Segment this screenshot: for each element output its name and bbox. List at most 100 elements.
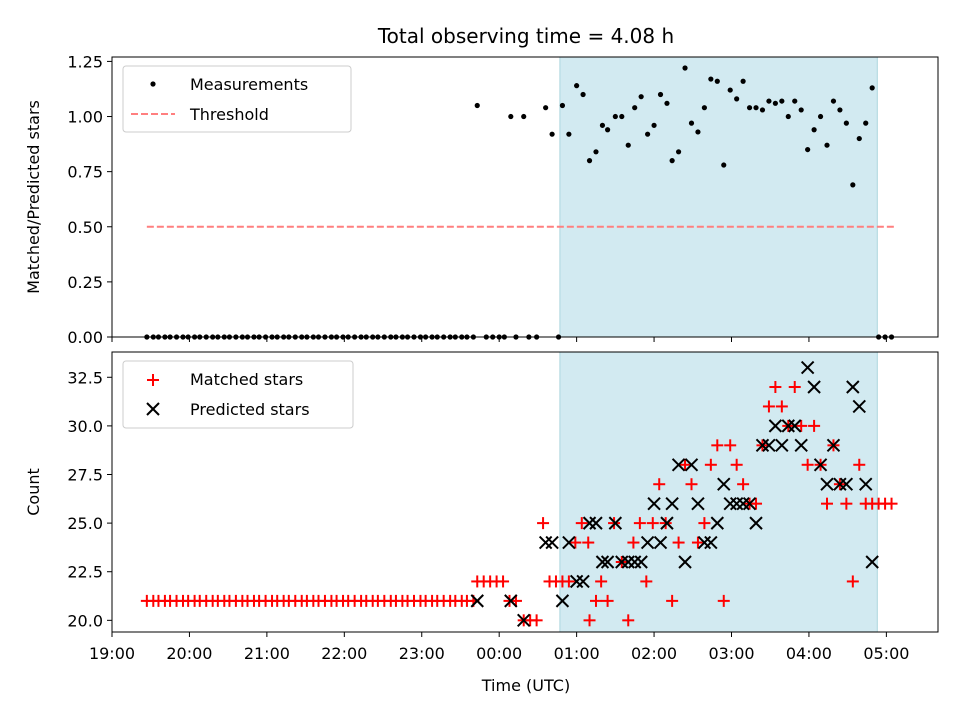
count-xtick-label: 00:00	[476, 644, 522, 663]
measurement-point	[734, 96, 740, 102]
count-ytick-label: 25.0	[67, 514, 103, 533]
matched-star-point	[666, 594, 679, 607]
measurement-point	[785, 113, 791, 120]
matched-star-point	[653, 478, 666, 491]
measurement-point	[869, 85, 875, 91]
matched-star-point	[846, 575, 859, 588]
count-xtick-label: 20:00	[166, 644, 212, 663]
matched-star-point	[853, 458, 866, 471]
predicted-star-point	[755, 438, 770, 453]
predicted-star-point	[555, 594, 570, 608]
count-x-axis: 19:00 20:00 21:00 22:00 23:00 00:00 01:00 02:00…	[89, 632, 909, 663]
matched-star-point	[775, 400, 788, 413]
measurement-point	[695, 129, 701, 135]
predicted-star-point	[710, 516, 725, 530]
ratio-ytick-label: 0.75	[67, 163, 103, 182]
predicted-star-point	[742, 496, 757, 511]
matched-star-point	[562, 575, 575, 588]
count-panel: 20.0 22.5 25.0 27.5 30.0 32.5 19:00 20:00 21:00…	[24, 351, 939, 695]
predicted-star-point	[800, 360, 815, 375]
matched-star-point	[537, 517, 550, 530]
matched-star-point	[589, 594, 602, 607]
ratio-legend: Measurements Threshold	[122, 65, 352, 133]
matched-star-point	[724, 439, 737, 452]
measurement-point	[701, 105, 707, 111]
count-xtick-label: 02:00	[631, 644, 677, 663]
ratio-ytick-label: 0.00	[67, 328, 103, 347]
predicted-star-point	[852, 399, 866, 414]
count-xtick-label: 21:00	[244, 644, 290, 663]
measurement-point	[837, 107, 843, 113]
measurement-point	[863, 120, 869, 126]
predicted-star-point	[545, 535, 559, 550]
measurement-point	[586, 158, 593, 164]
measurement-point	[508, 113, 514, 120]
count-ytick-label: 32.5	[67, 368, 103, 387]
matched-star-point	[840, 497, 853, 510]
measurement-point	[792, 98, 798, 104]
measurement-point	[605, 127, 611, 133]
predicted-star-point	[697, 535, 712, 550]
measurement-point	[843, 120, 849, 126]
matched-star-point	[762, 400, 775, 413]
predicted-star-point	[839, 477, 854, 491]
predicted-star-point	[582, 516, 597, 530]
measurement-point	[675, 149, 682, 155]
count-xtick-label: 03:00	[708, 644, 754, 663]
measurement-point	[549, 131, 555, 137]
matched-star-point	[583, 614, 596, 627]
predicted-star-point	[647, 496, 661, 511]
predicted-star-point	[569, 574, 584, 589]
predicted-star-point	[729, 496, 744, 511]
measurement-point	[599, 122, 606, 128]
predicted-star-point	[820, 477, 834, 491]
measurement-point	[805, 146, 811, 153]
ratio-ytick-label: 1.25	[67, 52, 103, 71]
predicted-star-point	[665, 496, 679, 511]
matched-star-point	[530, 614, 543, 627]
matched-star-point	[582, 536, 595, 549]
count-xtick-label: 23:00	[399, 644, 445, 663]
matched-star-point	[575, 517, 588, 530]
matched-star-point	[750, 497, 763, 510]
ratio-ytick-label: 1.00	[67, 108, 103, 127]
predicted-star-point	[671, 458, 686, 472]
count-y-axis: 20.0 22.5 25.0 27.5 30.0 32.5	[67, 368, 112, 630]
measurement-point	[830, 98, 837, 104]
measurement-point	[721, 162, 727, 168]
measurement-point	[850, 182, 856, 188]
ratio-ytick-label: 0.50	[67, 218, 103, 237]
predicted-star-point	[660, 516, 674, 530]
matched-star-point	[497, 575, 510, 588]
matched-star-point	[601, 594, 614, 607]
predicted-star-point	[538, 535, 553, 550]
predicted-star-point	[775, 438, 789, 453]
measurement-point	[612, 113, 618, 120]
matched-star-point	[737, 478, 750, 491]
predicted-star-point	[865, 555, 879, 569]
measurement-point	[772, 100, 778, 106]
predicted-star-point	[781, 419, 795, 433]
x-axis-label: Time (UTC)	[481, 676, 570, 695]
matched-star-point	[569, 536, 582, 549]
matched-star-point	[640, 575, 653, 588]
measurement-point	[688, 120, 695, 126]
matched-star-point	[646, 517, 659, 530]
measurement-point	[669, 158, 675, 164]
measurement-point	[824, 142, 830, 148]
predicted-star-point	[723, 496, 737, 511]
predicted-star-point	[736, 496, 750, 511]
count-xtick-label: 01:00	[554, 644, 600, 663]
measurement-point	[727, 87, 733, 93]
predicted-star-point	[653, 535, 668, 550]
legend-predicted-marker	[146, 402, 160, 416]
count-xtick-label: 04:00	[786, 644, 832, 663]
legend-matched-label: Matched stars	[190, 370, 303, 389]
predicted-star-point	[859, 477, 873, 491]
predicted-star-point	[589, 516, 603, 530]
ratio-legend-box	[122, 65, 352, 133]
count-y-axis-label: Count	[24, 468, 43, 516]
measurement-point	[651, 122, 657, 128]
measurement-point	[632, 105, 638, 111]
